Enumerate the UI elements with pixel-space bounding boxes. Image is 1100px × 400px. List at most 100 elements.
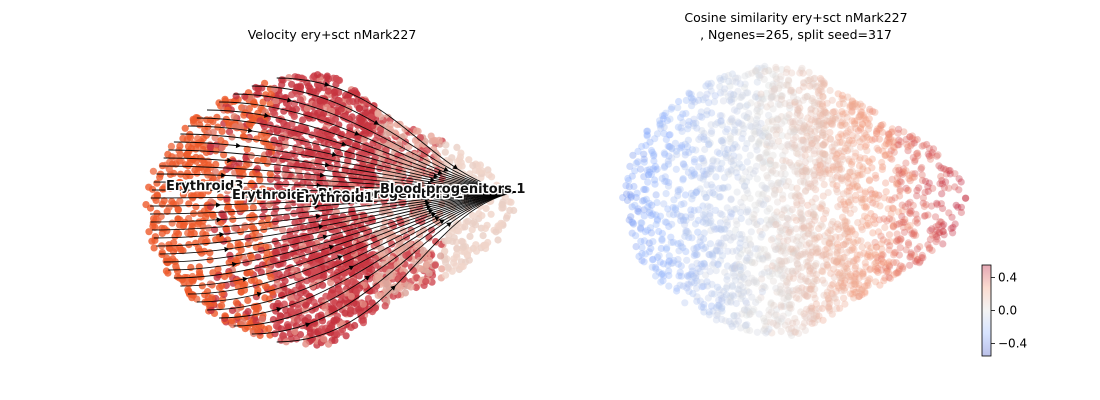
cell-point [877, 121, 885, 130]
cell-point [304, 269, 312, 277]
cell-point [396, 284, 404, 292]
cell-point [367, 265, 376, 274]
cell-point [845, 174, 853, 182]
cell-point [206, 203, 215, 211]
cell-point [785, 325, 793, 333]
cell-point [826, 249, 834, 257]
cell-point [221, 97, 229, 105]
cell-point [260, 119, 268, 127]
cell-point [649, 238, 657, 246]
cell-point [896, 192, 904, 200]
cell-point [244, 296, 252, 304]
cell-point [224, 106, 232, 114]
cell-point [320, 335, 328, 343]
cell-point [717, 117, 725, 125]
cell-point [933, 201, 941, 209]
cell-point [237, 228, 245, 236]
cell-point [653, 130, 662, 138]
cell-point [453, 143, 461, 151]
cell-point [226, 251, 234, 259]
cell-point [229, 157, 237, 165]
cell-point [727, 166, 735, 174]
cell-point [694, 228, 702, 236]
cell-point [324, 200, 332, 208]
cell-point [910, 231, 918, 239]
cell-point [723, 282, 731, 290]
cell-point [698, 127, 706, 135]
cell-point [244, 308, 252, 316]
cell-point [937, 172, 945, 181]
cell-point [271, 330, 279, 338]
cell-point [407, 283, 415, 291]
cell-point [159, 185, 167, 193]
right-panel-title-line2: , Ngenes=265, split seed=317 [700, 27, 892, 42]
cell-point [674, 255, 682, 264]
cell-point [811, 236, 819, 244]
cell-point [739, 273, 747, 281]
cell-point [206, 256, 214, 264]
cell-point [294, 300, 302, 308]
cell-point [882, 179, 890, 187]
cell-point [276, 317, 284, 325]
cell-point [703, 90, 711, 98]
cell-point [895, 166, 903, 174]
cell-point [727, 196, 735, 204]
cell-point [292, 335, 301, 343]
cell-point [257, 246, 265, 254]
cell-point [801, 326, 810, 334]
cell-point [848, 97, 856, 105]
cell-point [436, 187, 444, 195]
cell-point [355, 104, 363, 112]
cell-point [854, 219, 862, 227]
cell-point [759, 256, 767, 264]
cell-point [642, 186, 650, 194]
cell-point [881, 223, 889, 232]
cell-point [939, 240, 947, 248]
cell-point [665, 282, 673, 290]
cell-point [329, 74, 338, 82]
cell-point [699, 211, 707, 219]
cell-point [868, 155, 876, 163]
cell-point [758, 288, 767, 296]
cell-point [431, 261, 439, 269]
cell-point [801, 151, 809, 160]
cell-point [176, 243, 184, 251]
cell-point [218, 127, 226, 135]
cell-point [819, 316, 827, 324]
cell-point [435, 136, 443, 144]
cell-point [385, 268, 394, 276]
cell-point [882, 188, 890, 196]
cell-point [336, 328, 345, 336]
cell-point [405, 143, 413, 151]
cell-point [280, 332, 288, 340]
cell-point [902, 167, 910, 175]
cell-point [899, 218, 907, 226]
cell-point [918, 254, 926, 262]
cell-point [723, 291, 731, 299]
cell-point [918, 171, 926, 179]
cell-point [704, 202, 712, 210]
cell-point [754, 296, 763, 304]
cell-point [619, 194, 627, 202]
cell-point [763, 103, 771, 111]
cell-point [318, 325, 326, 333]
cell-point [432, 237, 440, 246]
cell-point [658, 235, 666, 243]
cell-point [239, 318, 247, 326]
cell-point [229, 215, 237, 223]
cell-point [165, 179, 173, 187]
cell-point [867, 252, 875, 260]
cell-point [329, 138, 338, 146]
cell-point [648, 148, 657, 156]
cell-point [825, 240, 833, 248]
cell-point [230, 113, 238, 121]
cell-point [766, 205, 774, 213]
cell-point [209, 269, 217, 277]
cell-point [211, 168, 219, 176]
cell-point [768, 137, 777, 145]
cell-point [679, 176, 687, 184]
cell-point [162, 161, 170, 169]
cell-point [685, 118, 693, 126]
cell-point [708, 127, 716, 135]
